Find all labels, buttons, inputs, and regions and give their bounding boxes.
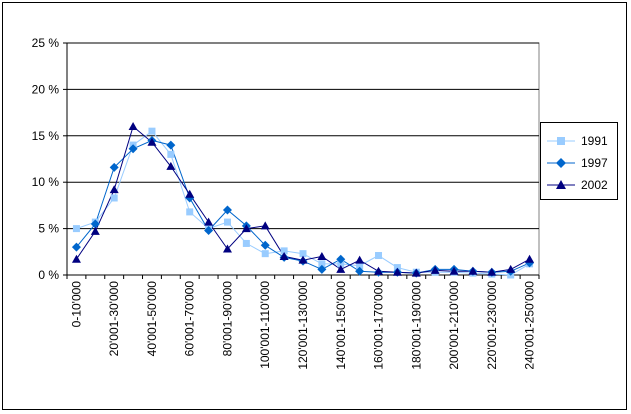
y-tick-label: 20 %	[32, 82, 60, 96]
data-point-1997	[260, 240, 270, 250]
data-point-1991	[186, 208, 194, 216]
legend-swatch-1997	[547, 158, 575, 168]
data-point-2002	[355, 255, 365, 264]
data-point-2002	[128, 122, 138, 131]
data-point-2002	[487, 267, 497, 276]
legend-item-2002: 2002	[541, 175, 617, 195]
data-point-2002	[336, 264, 346, 273]
data-point-1991	[110, 194, 118, 202]
data-point-1997	[166, 140, 176, 150]
data-point-1991	[242, 239, 250, 247]
x-tick-label: 220'001-230'000	[485, 281, 499, 370]
x-axis-ticks: 0-10'000 20'001-30'000 40'001-50'000 60'001…	[66, 274, 540, 370]
y-tick-label: 25 %	[32, 36, 60, 50]
data-point-1991	[318, 260, 326, 268]
x-tick-label: 60'001-70'000	[183, 281, 197, 357]
data-point-1997	[336, 254, 346, 264]
legend: 1991 1997 2002	[540, 122, 618, 200]
legend-swatch-1991	[547, 137, 575, 145]
legend-label-2002: 2002	[581, 178, 608, 192]
data-point-2002	[468, 266, 478, 275]
data-point-1997	[317, 264, 327, 274]
x-tick-label: 240'001-250'000	[523, 281, 537, 370]
data-point-2002	[109, 185, 119, 194]
data-point-2002	[222, 244, 232, 253]
x-tick-label: 80'001-90'000	[220, 281, 234, 357]
data-point-1997	[71, 242, 81, 252]
y-axis-ticks: 0 % 5 % 10 % 15 % 20 % 25 %	[32, 36, 68, 282]
legend-label-1991: 1991	[581, 134, 608, 148]
data-point-1991	[393, 264, 401, 272]
data-point-1991	[72, 225, 80, 233]
data-point-2002	[430, 265, 440, 274]
y-tick-label: 0 %	[38, 268, 59, 282]
data-point-1991	[148, 127, 156, 135]
data-point-1991	[280, 247, 288, 255]
x-tick-label: 40'001-50'000	[145, 281, 159, 357]
data-point-2002	[185, 189, 195, 198]
x-tick-label: 0-10'000	[69, 281, 83, 328]
data-point-1991	[223, 218, 231, 226]
x-tick-label: 120'001-130'000	[296, 281, 310, 370]
x-tick-label: 140'001-150'000	[334, 281, 348, 370]
x-tick-label: 20'001-30'000	[107, 281, 121, 357]
y-tick-label: 15 %	[32, 129, 60, 143]
data-point-2002	[204, 217, 214, 226]
data-point-2002	[449, 266, 459, 275]
data-point-2002	[241, 224, 251, 233]
data-point-1991	[375, 252, 383, 260]
data-point-1991	[261, 250, 269, 258]
data-point-2002	[411, 268, 421, 277]
y-tick-label: 5 %	[38, 222, 59, 236]
data-point-2002	[71, 254, 81, 263]
data-point-2002	[298, 255, 308, 264]
data-point-2002	[260, 221, 270, 230]
data-point-1991	[299, 250, 307, 258]
x-tick-label: 180'001-190'000	[409, 281, 423, 370]
data-point-1991	[356, 262, 364, 270]
plot-area	[66, 42, 540, 276]
data-point-1997	[222, 205, 232, 215]
x-tick-label: 160'001-170'000	[372, 281, 386, 370]
data-point-2002	[279, 251, 289, 260]
data-point-1997	[355, 266, 365, 276]
x-tick-label: 200'001-210'000	[447, 281, 461, 370]
legend-item-1997: 1997	[541, 153, 617, 173]
data-point-2002	[166, 161, 176, 170]
data-point-2002	[147, 137, 157, 146]
data-point-1991	[167, 150, 175, 158]
y-tick-label: 10 %	[32, 175, 60, 189]
data-point-2002	[525, 254, 535, 263]
legend-label-1997: 1997	[581, 156, 608, 170]
data-point-1991	[337, 260, 345, 268]
data-point-2002	[506, 264, 516, 273]
data-point-2002	[392, 267, 402, 276]
data-point-1997	[90, 219, 100, 229]
data-point-2002	[317, 251, 327, 260]
data-point-1997	[204, 225, 214, 235]
legend-swatch-2002	[547, 180, 575, 189]
data-point-2002	[374, 266, 384, 275]
legend-item-1991: 1991	[541, 131, 617, 151]
data-point-1997	[109, 162, 119, 172]
x-tick-label: 100'001-110'000	[258, 281, 272, 369]
data-point-1997	[128, 144, 138, 154]
data-point-2002	[90, 226, 100, 235]
series-markers	[71, 122, 535, 279]
